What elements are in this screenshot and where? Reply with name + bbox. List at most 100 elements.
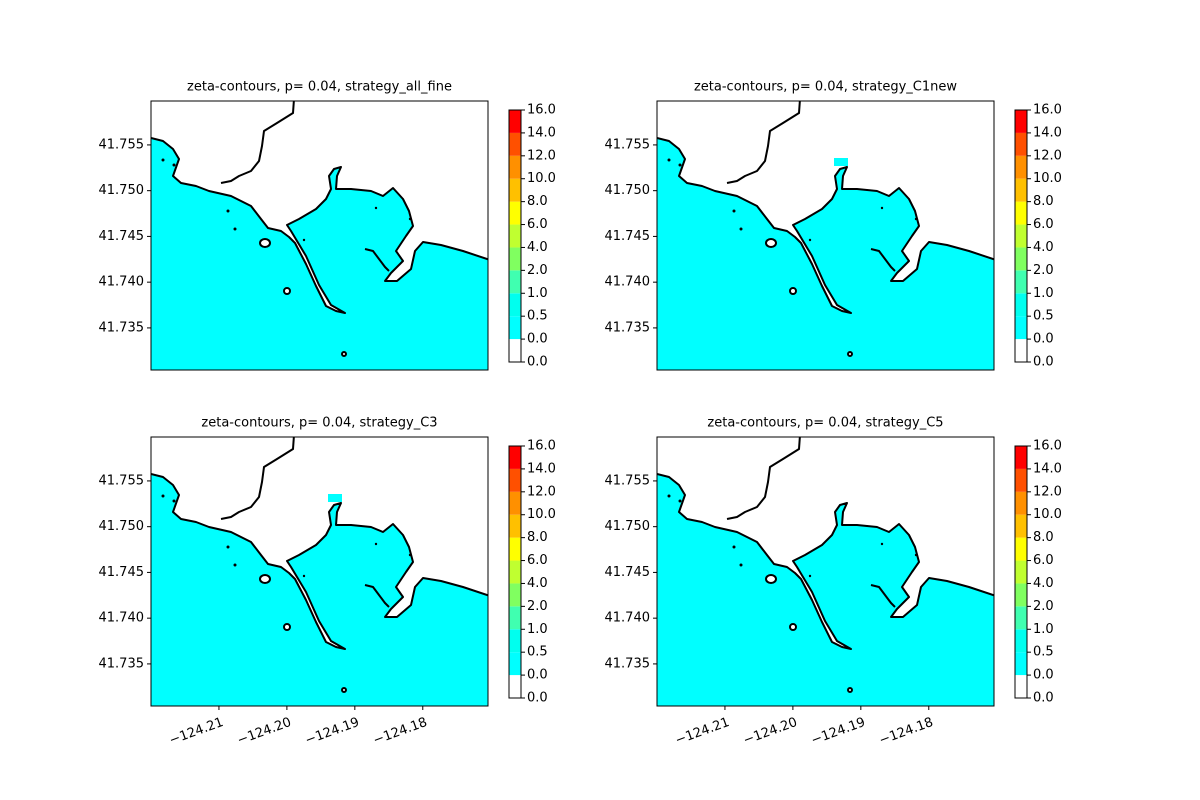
colorbar-segment: [509, 537, 521, 561]
colorbar-tick-label: 0.0: [527, 668, 548, 683]
colorbar-tick-label: 14.0: [1033, 461, 1062, 476]
colorbar-segment: [509, 224, 521, 248]
colorbar-tick-label: 12.0: [1033, 484, 1062, 499]
colorbar-tick-label: 14.0: [527, 461, 556, 476]
colorbar-segment: [1015, 247, 1027, 271]
colorbar-tick-label: 14.0: [527, 125, 556, 140]
colorbar-segment: [509, 132, 521, 156]
panel: [657, 101, 994, 370]
colorbar-tick-label: 0.5: [1033, 309, 1054, 324]
colorbar-tick-label: 0.0: [1033, 355, 1054, 370]
x-tick-label: −124.18: [877, 715, 935, 748]
colorbar-segment: [1015, 224, 1027, 248]
colorbar-tick-label: 4.0: [527, 576, 548, 591]
colorbar-tick-label: 8.0: [1033, 194, 1054, 209]
contour-patch: [328, 494, 342, 502]
colorbar-tick-label: 0.0: [1033, 332, 1054, 347]
colorbar-frame: [1014, 109, 1028, 363]
colorbar-tick-label: 8.0: [527, 194, 548, 209]
plot-frame: [150, 436, 489, 707]
y-tick-label: 41.740: [99, 275, 145, 290]
colorbar-tick-label: 0.0: [1033, 668, 1054, 683]
colorbar-segment: [509, 629, 521, 653]
colorbar-segment: [509, 178, 521, 202]
colorbar-tick-label: 2.0: [527, 599, 548, 614]
y-tick-label: 41.745: [605, 229, 651, 244]
chart-title: zeta-contours, p= 0.04, strategy_C1new: [694, 80, 957, 95]
colorbar-segment: [1015, 629, 1027, 653]
y-tick-label: 41.750: [605, 519, 651, 534]
colorbar-tick-label: 8.0: [527, 530, 548, 545]
chart-title: zeta-contours, p= 0.04, strategy_all_fin…: [187, 80, 452, 95]
colorbar-tick-label: 10.0: [1033, 507, 1062, 522]
y-tick-label: 41.755: [99, 137, 145, 152]
colorbar-segment: [509, 316, 521, 340]
colorbar-tick-label: 16.0: [1033, 103, 1062, 118]
colorbar-segment: [1015, 514, 1027, 538]
x-tick-label: −124.21: [673, 715, 731, 748]
colorbar-segment: [1015, 537, 1027, 561]
colorbar-tick-label: 6.0: [527, 553, 548, 568]
colorbar-tick-label: 12.0: [527, 484, 556, 499]
y-tick-label: 41.750: [99, 183, 145, 198]
y-tick-label: 41.740: [605, 611, 651, 626]
colorbar-segment: [509, 446, 521, 469]
colorbar-tick-label: 2.0: [527, 263, 548, 278]
colorbar-tick-label: 0.0: [527, 355, 548, 370]
colorbar-segment: [1015, 675, 1027, 698]
colorbar-tick-label: 10.0: [527, 507, 556, 522]
colorbar-segment: [1015, 606, 1027, 630]
colorbar-segment: [1015, 560, 1027, 584]
y-tick-label: 41.750: [605, 183, 651, 198]
x-tick-label: −124.20: [741, 715, 799, 748]
colorbar-frame: [508, 445, 522, 699]
panel: [151, 101, 488, 370]
colorbar-tick-label: 8.0: [1033, 530, 1054, 545]
colorbar-segment: [509, 583, 521, 607]
colorbar-tick-label: 0.0: [527, 332, 548, 347]
colorbar-tick-label: 0.0: [1033, 691, 1054, 706]
colorbar-tick-label: 12.0: [527, 148, 556, 163]
plot-frame: [656, 100, 995, 371]
colorbar-tick-label: 16.0: [1033, 439, 1062, 454]
y-tick-label: 41.735: [605, 320, 651, 335]
colorbar-tick-label: 6.0: [1033, 553, 1054, 568]
colorbar-tick-label: 2.0: [1033, 599, 1054, 614]
colorbar-segment: [1015, 468, 1027, 492]
colorbar-segment: [1015, 132, 1027, 156]
chart-title: zeta-contours, p= 0.04, strategy_C3: [201, 416, 437, 431]
colorbar-segment: [1015, 316, 1027, 340]
colorbar-segment: [1015, 339, 1027, 362]
colorbar-tick-label: 4.0: [1033, 576, 1054, 591]
colorbar-segment: [509, 339, 521, 362]
colorbar-segment: [509, 606, 521, 630]
contour-patch: [834, 158, 848, 166]
colorbar-tick-label: 1.0: [527, 622, 548, 637]
colorbar-segment: [1015, 293, 1027, 317]
colorbar-segment: [509, 560, 521, 584]
colorbar-segment: [509, 247, 521, 271]
y-tick-label: 41.755: [605, 473, 651, 488]
colorbar-tick-label: 14.0: [1033, 125, 1062, 140]
colorbar-tick-label: 2.0: [1033, 263, 1054, 278]
x-tick-label: −124.20: [235, 715, 293, 748]
colorbar-tick-label: 0.5: [527, 309, 548, 324]
colorbar-segment: [509, 514, 521, 538]
colorbar-segment: [1015, 270, 1027, 294]
panel: [151, 437, 488, 706]
colorbar-segment: [509, 155, 521, 179]
colorbar-tick-label: 1.0: [527, 286, 548, 301]
y-tick-label: 41.745: [605, 565, 651, 580]
x-tick-label: −124.21: [167, 715, 225, 748]
colorbar-tick-label: 12.0: [1033, 148, 1062, 163]
colorbar-tick-label: 1.0: [1033, 622, 1054, 637]
x-tick-label: −124.19: [809, 715, 867, 748]
colorbar-segment: [1015, 491, 1027, 515]
colorbar-tick-label: 0.5: [1033, 645, 1054, 660]
colorbar-segment: [509, 110, 521, 133]
colorbar-tick-label: 16.0: [527, 439, 556, 454]
colorbar-segment: [509, 270, 521, 294]
colorbar-segment: [509, 201, 521, 225]
